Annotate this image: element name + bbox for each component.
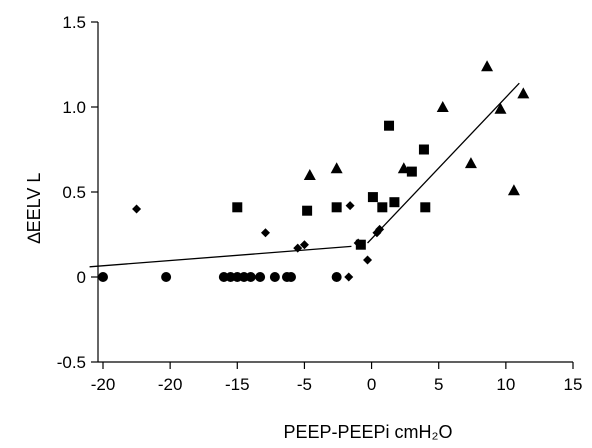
triangle-point <box>494 102 507 114</box>
axis-labels: PEEP-PEEPi cmH₂O ∆EELV L <box>24 173 453 442</box>
square-point <box>232 202 243 213</box>
square-point <box>377 202 388 213</box>
x-axis-label: PEEP-PEEPi cmH₂O <box>283 422 452 442</box>
regression-line <box>89 245 352 268</box>
square-point <box>384 120 395 131</box>
diamond-point <box>363 255 373 265</box>
triangle-point <box>481 60 494 72</box>
axes: -20 -20 -15 -5 0 5 10 15 -0.5 0 0.5 1.0 1.5 <box>57 13 583 394</box>
y-tick-label: -0.5 <box>57 353 86 372</box>
diamond-point <box>353 238 363 248</box>
x-tick-label: -20 <box>91 375 116 394</box>
y-tick-label: 0 <box>77 268 86 287</box>
x-tick-label: 10 <box>496 375 515 394</box>
triangle-point <box>436 101 449 112</box>
circle-point <box>161 272 172 282</box>
x-tick-label: -20 <box>158 375 183 394</box>
square-point <box>389 197 400 208</box>
y-tick-label: 1.5 <box>62 13 86 32</box>
diamond-point <box>299 240 309 250</box>
diamond-point <box>260 228 270 238</box>
triangle-point <box>517 87 530 99</box>
triangle-point <box>507 184 520 196</box>
x-tick-label: 0 <box>367 375 376 394</box>
circle-point <box>255 272 266 282</box>
x-tick-label: -5 <box>297 375 312 394</box>
regression-line <box>367 82 520 244</box>
circle-point <box>286 272 296 282</box>
x-tick-label: 5 <box>434 375 443 394</box>
diamond-point <box>345 201 355 211</box>
y-axis-label: ∆EELV L <box>24 173 44 244</box>
circle-point <box>245 272 256 282</box>
regression-lines <box>89 82 520 268</box>
y-tick-label: 0.5 <box>62 183 86 202</box>
square-point <box>406 166 417 177</box>
square-point <box>418 144 429 155</box>
square-point <box>367 192 378 203</box>
circle-point <box>98 272 108 282</box>
y-tick-label: 1.0 <box>62 98 86 117</box>
triangle-point <box>397 162 410 174</box>
triangle-point <box>303 169 316 180</box>
x-tick-label: -15 <box>225 375 250 394</box>
diamond-point <box>132 204 142 214</box>
diamond-point <box>375 224 385 234</box>
x-tick-label: 15 <box>564 375 583 394</box>
circle-point <box>331 272 342 282</box>
square-point <box>420 202 431 213</box>
square-point <box>331 202 342 213</box>
square-point <box>302 205 313 216</box>
data-points <box>98 60 530 282</box>
diamond-point <box>344 272 354 282</box>
triangle-point <box>464 157 477 169</box>
triangle-point <box>330 162 343 174</box>
circle-point <box>269 272 280 282</box>
diamond-point <box>293 243 303 253</box>
